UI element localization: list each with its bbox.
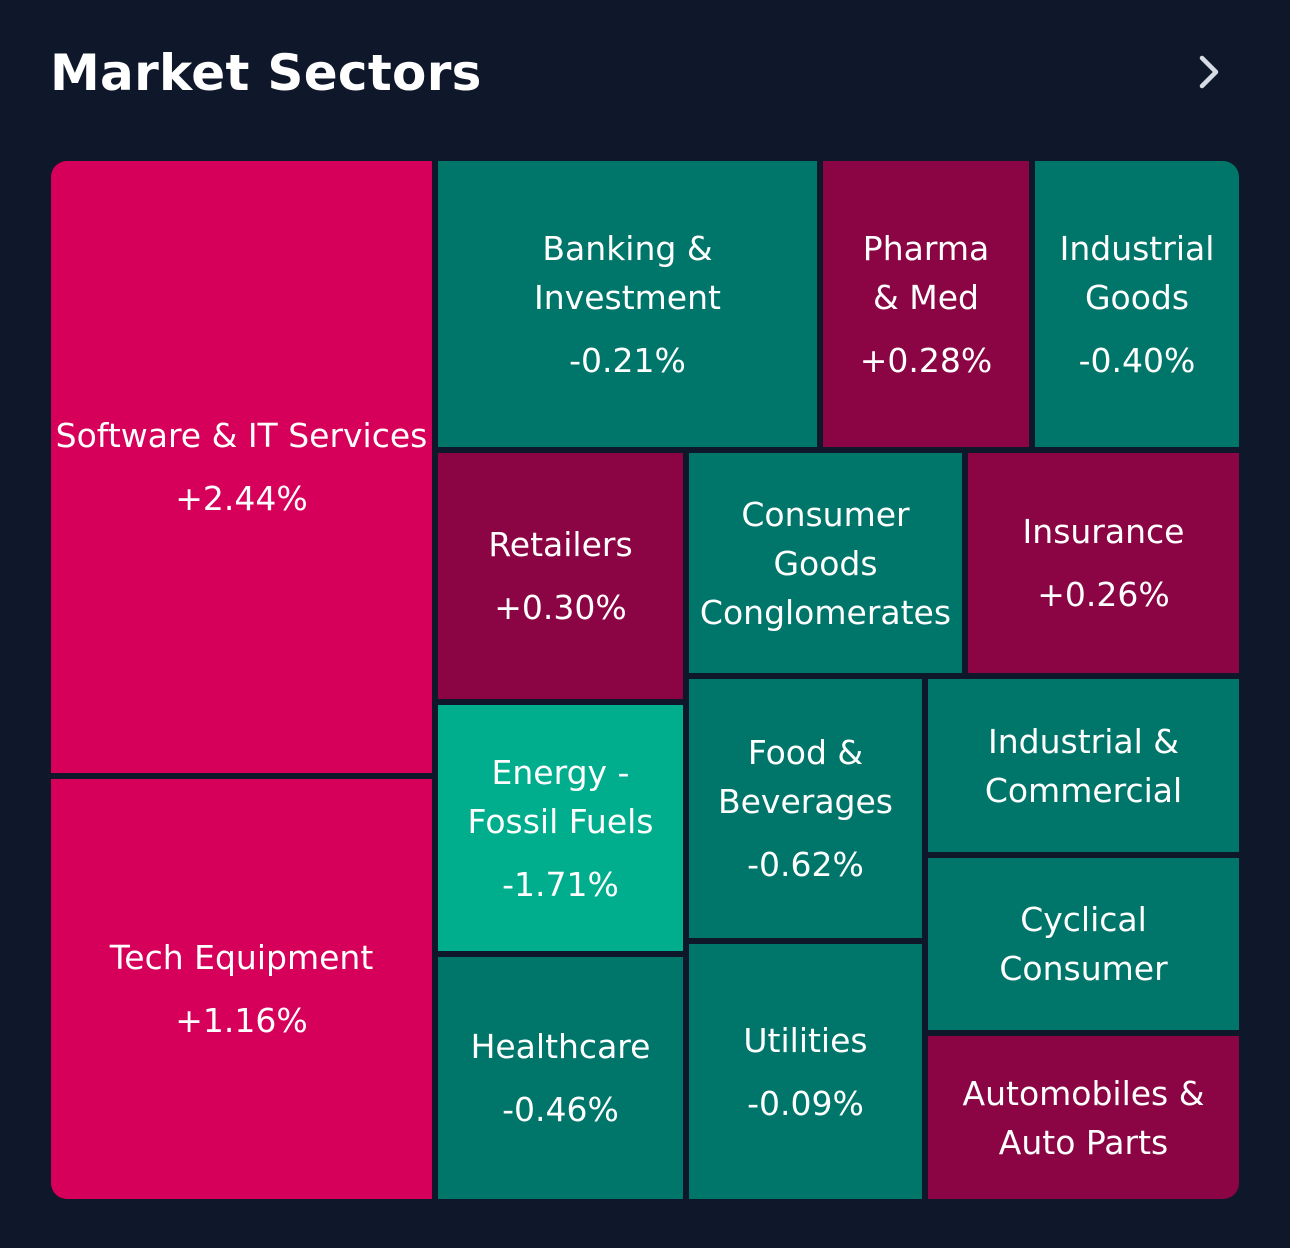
tile-automobiles-auto-parts[interactable]: Automobiles & Auto Parts [928,1036,1239,1199]
tile-cyclical-consumer[interactable]: Cyclical Consumer [928,858,1239,1030]
tile-change: +0.28% [859,340,993,380]
tile-name: Industrial Goods [1059,228,1215,317]
sector-treemap: Software & IT Services +2.44% Tech Equip… [51,161,1239,1199]
tile-name: Tech Equipment [109,938,374,977]
tile-name: Consumer Goods Conglomerates [699,494,952,632]
tile-change: -0.62% [747,845,864,884]
chevron-right-icon[interactable] [1186,48,1230,96]
tile-name: Software & IT Services [55,416,428,455]
tile-name: Industrial & Commercial [984,721,1183,810]
tile-name: Automobiles & Auto Parts [962,1073,1205,1162]
tile-food-beverages[interactable]: Food & Beverages -0.62% [689,679,922,938]
tile-insurance[interactable]: Insurance +0.26% [968,453,1239,673]
tile-name: Food & Beverages [717,733,893,821]
tile-name: Pharma & Med [862,228,990,317]
tile-industrial-goods[interactable]: Industrial Goods -0.40% [1035,161,1239,447]
tile-pharma-med[interactable]: Pharma & Med +0.28% [823,161,1029,447]
tile-utilities[interactable]: Utilities -0.09% [689,944,922,1199]
tile-name: Energy - Fossil Fuels [467,752,654,841]
tile-change: -1.71% [502,864,619,904]
tile-banking-investment[interactable]: Banking & Investment -0.21% [438,161,817,447]
tile-retailers[interactable]: Retailers +0.30% [438,453,683,699]
tile-tech-equipment[interactable]: Tech Equipment +1.16% [51,779,432,1199]
tile-change: -0.46% [502,1090,619,1129]
tile-change: -0.09% [747,1083,864,1123]
tile-name: Retailers [488,525,633,564]
tile-change: +1.16% [175,1001,308,1040]
tile-change: -0.40% [1078,340,1196,380]
tile-energy-fossil-fuels[interactable]: Energy - Fossil Fuels -1.71% [438,705,683,951]
tile-change: +0.26% [1037,575,1170,614]
tile-name: Utilities [743,1020,868,1060]
tile-change: -0.21% [569,340,686,380]
tile-name: Banking & Investment [534,228,721,317]
tile-industrial-commercial[interactable]: Industrial & Commercial [928,679,1239,852]
tile-change: +0.30% [494,588,627,627]
tile-name: Cyclical Consumer [999,900,1168,988]
page-title: Market Sectors [50,44,482,102]
tile-name: Healthcare [470,1027,651,1066]
tile-healthcare[interactable]: Healthcare -0.46% [438,957,683,1199]
tile-change: +2.44% [175,479,308,518]
tile-consumer-goods-conglomerates[interactable]: Consumer Goods Conglomerates [689,453,962,673]
tile-software-it-services[interactable]: Software & IT Services +2.44% [51,161,432,773]
tile-name: Insurance [1022,512,1185,551]
